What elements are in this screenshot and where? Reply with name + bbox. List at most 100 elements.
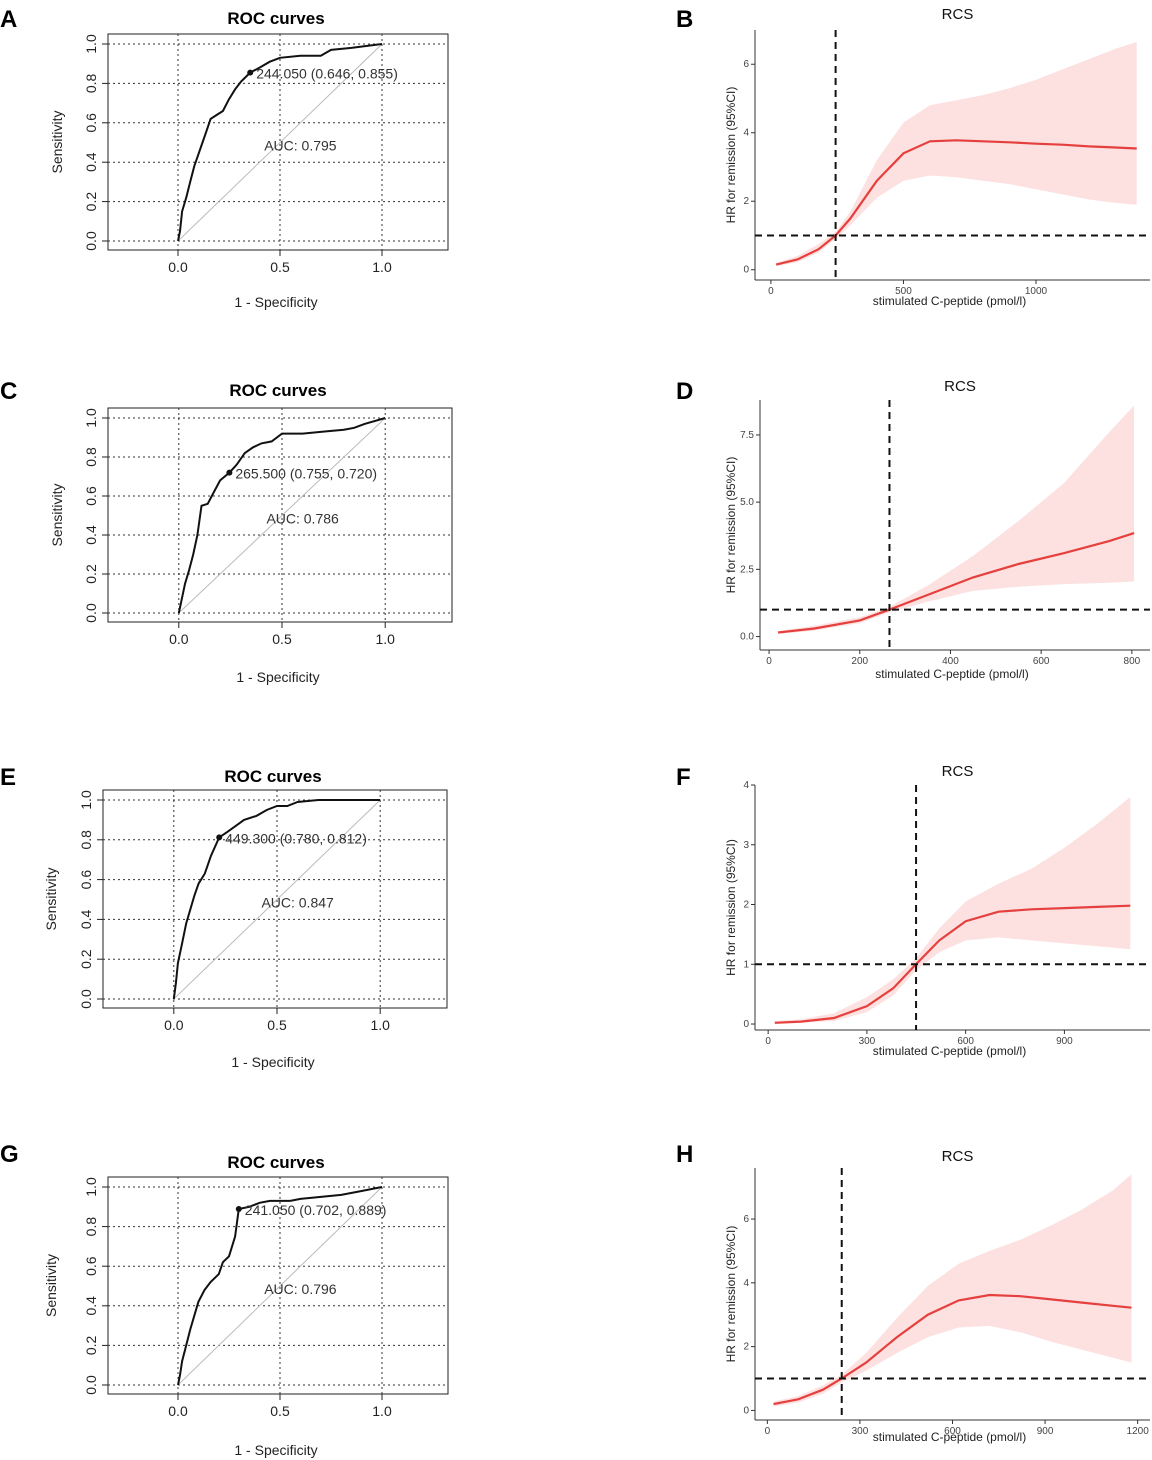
x-tick-label: 800 [1124, 656, 1141, 667]
y-tick-label: 0.0 [83, 603, 99, 623]
y-tick-label: 1.0 [83, 1177, 99, 1197]
x-tick-label: 0 [765, 1036, 771, 1047]
y-tick-label: 2 [743, 900, 749, 911]
chart-title: RCS [942, 763, 974, 780]
chart-title: ROC curves [227, 9, 324, 28]
auc-label: AUC: 0.796 [264, 1281, 337, 1297]
y-axis-label: HR for remission (95%CI) [724, 87, 738, 224]
x-tick-label: 0.0 [169, 631, 189, 647]
x-tick-label: 0.0 [168, 259, 188, 275]
plot-frame [102, 789, 448, 1009]
y-tick-label: 0.2 [83, 564, 99, 584]
panel-letter: G [0, 1141, 19, 1168]
x-axis-label: 1 - Specificity [234, 1442, 317, 1458]
y-tick-label: 2.5 [740, 564, 754, 575]
panel-letter: H [676, 1141, 693, 1168]
y-tick-label: 4 [743, 128, 749, 139]
x-tick-label: 0.5 [270, 1403, 290, 1419]
x-tick-label: 0.0 [168, 1403, 188, 1419]
cutoff-label: 244.050 (0.646, 0.855) [256, 66, 398, 82]
y-tick-label: 4 [743, 780, 749, 791]
x-tick-label: 0.5 [272, 631, 292, 647]
cutoff-point [235, 1205, 242, 1212]
chart-title: ROC curves [229, 381, 326, 400]
x-tick-label: 1200 [1127, 1426, 1150, 1437]
y-tick-label: 4 [743, 1278, 749, 1289]
cutoff-label: 265.500 (0.755, 0.720) [235, 466, 377, 482]
auc-label: AUC: 0.795 [264, 137, 337, 153]
chart-title: ROC curves [227, 1153, 324, 1172]
y-tick-label: 0.4 [83, 1296, 99, 1316]
x-axis-label: stimulated C-peptide (pmol/l) [873, 294, 1026, 308]
y-tick-label: 6 [743, 1214, 749, 1225]
y-tick-label: 0.0 [83, 1375, 99, 1395]
x-tick-label: 300 [852, 1426, 869, 1437]
x-tick-label: 0.5 [267, 1017, 287, 1033]
panel-d: D RCS 0 200 400 600 800 0.0 2.5 5.0 7.5 stimulated … [676, 378, 1150, 681]
y-tick-label: 1.0 [78, 790, 94, 810]
x-tick-label: 0 [766, 656, 772, 667]
x-tick-label: 0.5 [270, 259, 290, 275]
y-tick-label: 0.6 [83, 113, 99, 133]
x-tick-label: 600 [1033, 656, 1050, 667]
x-axis-label: 1 - Specificity [231, 1054, 314, 1070]
hr-curve [773, 1293, 1132, 1406]
plot-frame [107, 407, 453, 623]
y-tick-label: 0.2 [83, 192, 99, 212]
cutoff-label: 449.300 (0.780, 0.812) [225, 830, 367, 846]
y-tick-label: 0.6 [83, 1256, 99, 1276]
x-tick-label: 1000 [1025, 286, 1048, 297]
x-tick-label: 500 [895, 286, 912, 297]
chart-title: RCS [942, 6, 974, 23]
panel-letter: A [0, 6, 17, 33]
chart-title: RCS [942, 1148, 974, 1165]
panel-g: G ROC curves 241.050 (0.702, 0.889) AUC: 0.… [0, 1141, 449, 1458]
x-tick-label: 1.0 [372, 1403, 392, 1419]
chance-diagonal [177, 43, 383, 242]
plot-frame [107, 1176, 449, 1395]
cutoff-label: 241.050 (0.702, 0.889) [245, 1202, 387, 1218]
x-tick-label: 0.0 [164, 1017, 184, 1033]
cutoff-point [226, 469, 233, 476]
y-tick-label: 3 [743, 840, 749, 851]
y-tick-label: 0.2 [83, 1335, 99, 1355]
auc-label: AUC: 0.786 [266, 510, 339, 526]
roc-curve [177, 1186, 383, 1386]
hr-curve [775, 139, 1137, 266]
x-tick-label: 1.0 [375, 631, 395, 647]
panel-h: H RCS 0 300 600 900 1200 0 2 4 6 stimulated C-pepti… [676, 1141, 1150, 1444]
y-tick-label: 0.2 [78, 949, 94, 969]
y-tick-label: 5.0 [740, 497, 754, 508]
x-tick-label: 900 [1056, 1036, 1073, 1047]
y-axis-label: Sensitivity [43, 867, 59, 930]
y-tick-label: 7.5 [740, 430, 754, 441]
cutoff-point [216, 834, 223, 841]
panel-b: B RCS 0 500 1000 0 2 4 6 stimulated C-peptide (pm… [676, 6, 1150, 308]
y-axis-label: Sensitivity [49, 110, 65, 173]
hr-curve [777, 532, 1135, 634]
y-tick-label: 0 [743, 265, 749, 276]
y-tick-label: 6 [743, 59, 749, 70]
y-axis-label: HR for remission (95%CI) [724, 839, 738, 976]
x-tick-label: 0 [765, 1426, 771, 1437]
chance-diagonal [177, 1186, 383, 1386]
panel-letter: E [0, 764, 16, 791]
y-tick-label: 2 [743, 196, 749, 207]
roc-curve [177, 417, 386, 614]
y-tick-label: 0.8 [83, 447, 99, 467]
hr-curve [774, 904, 1131, 1024]
y-tick-label: 1.0 [83, 34, 99, 54]
y-tick-label: 0.4 [78, 909, 94, 929]
y-axis-label: HR for remission (95%CI) [724, 457, 738, 594]
panel-f: F RCS 0 300 600 900 0 1 2 3 4 stimulated C-peptide … [676, 763, 1150, 1058]
panel-letter: B [676, 6, 693, 33]
panel-a: A ROC curves 244.050 (0.646, 0.855) AUC: 0.… [0, 6, 449, 310]
y-tick-label: 0.6 [78, 870, 94, 890]
x-tick-label: 0 [768, 286, 774, 297]
ci-band [773, 1174, 1132, 1407]
panel-e: E ROC curves 449.300 (0.780, 0.812) AUC: 0.… [0, 764, 448, 1070]
x-axis-label: 1 - Specificity [234, 294, 317, 310]
panel-c: C ROC curves 265.500 (0.755, 0.720) AUC: 0.… [0, 378, 453, 685]
x-tick-label: 900 [1037, 1426, 1054, 1437]
y-tick-label: 0.8 [78, 830, 94, 850]
